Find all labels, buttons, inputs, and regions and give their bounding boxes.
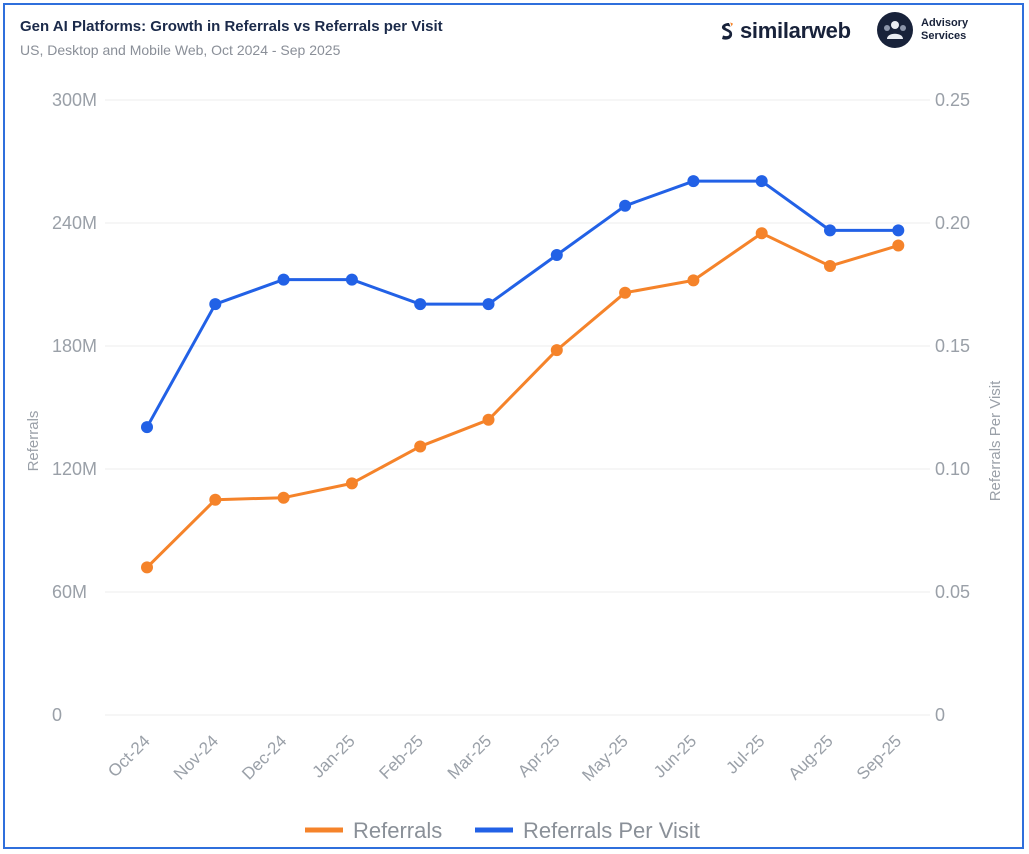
data-point-referrals-per-visit[interactable] [345, 273, 358, 286]
chart-frame [3, 3, 1024, 849]
y-axis-title: Referrals [25, 411, 42, 472]
left-tick-label: 120M [52, 459, 97, 479]
data-point-referrals[interactable] [619, 286, 632, 299]
data-point-referrals-per-visit[interactable] [414, 298, 427, 311]
data-point-referrals-per-visit[interactable] [141, 421, 153, 434]
x-tick-label: Oct-24 [104, 731, 154, 781]
advisory-people-icon [877, 12, 913, 48]
x-tick-label: Aug-25 [785, 731, 837, 783]
data-point-referrals[interactable] [209, 493, 222, 506]
data-point-referrals[interactable] [141, 561, 153, 574]
data-point-referrals-per-visit[interactable] [550, 248, 563, 261]
left-tick-label: 60M [52, 582, 87, 602]
data-point-referrals[interactable] [824, 260, 836, 273]
data-point-referrals-per-visit[interactable] [277, 273, 290, 286]
left-axis-ticks: 0 60M 120M 180M 240M 300M [52, 90, 97, 725]
x-tick-label: Jul-25 [722, 731, 768, 777]
data-point-referrals[interactable] [687, 274, 700, 287]
series-layer [141, 175, 905, 574]
x-tick-label: Sep-25 [853, 731, 905, 783]
advisory-line-2: Services [921, 30, 967, 42]
grid-lines [105, 99, 930, 716]
legend-label-referrals-per-visit[interactable]: Referrals Per Visit [523, 818, 700, 843]
data-point-referrals-per-visit[interactable] [619, 199, 632, 212]
similarweb-logo-icon [721, 22, 733, 40]
legend-label-referrals[interactable]: Referrals [353, 818, 442, 843]
data-point-referrals-per-visit[interactable] [755, 175, 768, 188]
left-tick-label: 240M [52, 213, 97, 233]
x-tick-label: Apr-25 [514, 731, 564, 781]
x-axis-ticks: Oct-24 Nov-24 Dec-24 Jan-25 Feb-25 Mar-25 Apr-… [104, 731, 905, 785]
right-tick-label: 0.10 [935, 459, 970, 479]
left-tick-label: 0 [52, 705, 62, 725]
x-tick-label: Nov-24 [170, 731, 222, 783]
advisory-line-1: Advisory [921, 17, 969, 29]
chart-title: Gen AI Platforms: Growth in Referrals vs… [20, 18, 443, 35]
x-tick-label: May-25 [578, 731, 632, 785]
right-axis-ticks: 0 0.05 0.10 0.15 0.20 0.25 [935, 90, 970, 725]
data-point-referrals[interactable] [755, 227, 768, 240]
x-tick-label: Jan-25 [309, 731, 359, 781]
data-point-referrals-per-visit[interactable] [687, 175, 700, 188]
y2-axis-title: Referrals Per Visit [987, 380, 1004, 501]
right-tick-label: 0.20 [935, 213, 970, 233]
legend: Referrals Referrals Per Visit [305, 818, 700, 843]
similarweb-logo: similarweb [718, 18, 851, 44]
chart-subtitle: US, Desktop and Mobile Web, Oct 2024 - S… [20, 42, 341, 58]
left-tick-label: 180M [52, 336, 97, 356]
right-tick-label: 0.05 [935, 582, 970, 602]
x-tick-label: Dec-24 [238, 731, 290, 783]
series-line-referrals [145, 231, 899, 569]
series-line-referrals-per-visit [145, 179, 899, 428]
data-point-referrals[interactable] [482, 413, 495, 426]
data-point-referrals-per-visit[interactable] [209, 298, 222, 311]
data-point-referrals-per-visit[interactable] [824, 224, 836, 237]
data-point-referrals[interactable] [345, 477, 358, 490]
x-tick-label: Jun-25 [650, 731, 700, 781]
x-tick-label: Feb-25 [375, 731, 427, 783]
data-point-referrals[interactable] [892, 239, 905, 252]
data-point-referrals-per-visit[interactable] [892, 224, 905, 237]
data-point-referrals[interactable] [414, 440, 427, 453]
x-tick-label: Mar-25 [444, 731, 496, 783]
data-point-referrals-per-visit[interactable] [482, 298, 495, 311]
right-tick-label: 0.25 [935, 90, 970, 110]
data-point-referrals[interactable] [277, 491, 290, 504]
right-tick-label: 0 [935, 705, 945, 725]
data-point-referrals[interactable] [550, 344, 563, 357]
advisory-services-badge: Advisory Services [877, 12, 968, 48]
right-tick-label: 0.15 [935, 336, 970, 356]
brand-name: similarweb [740, 18, 851, 43]
left-tick-label: 300M [52, 90, 97, 110]
